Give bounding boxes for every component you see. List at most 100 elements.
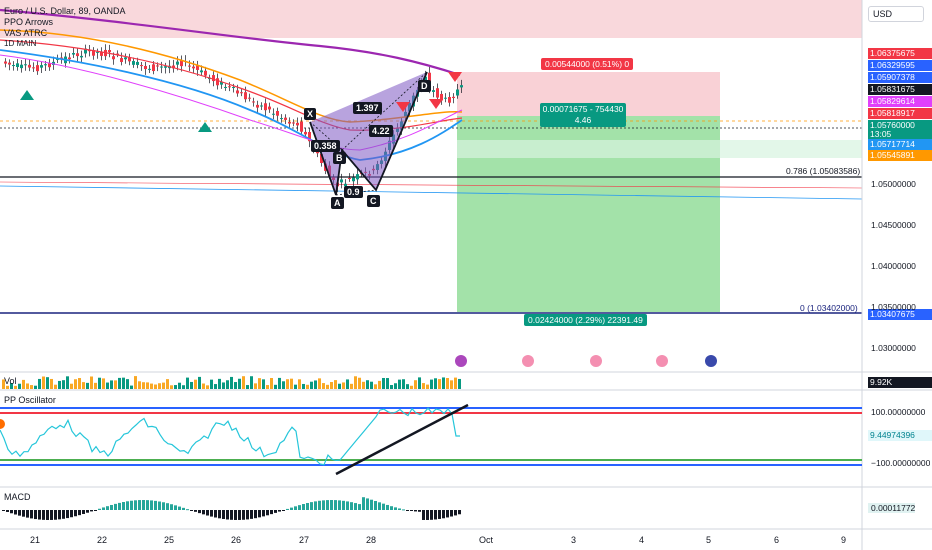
oscillator-panel-title[interactable]: PP Oscillator [4, 395, 56, 405]
volume-bar [202, 383, 205, 389]
currency-button[interactable]: USD [868, 6, 924, 22]
macd-bar [242, 510, 245, 520]
us-flag-event-icon[interactable] [590, 355, 602, 367]
take-profit-label: 0.02424000 (2.29%) 22391.49 [524, 314, 647, 326]
volume-value: 9.92K [868, 377, 932, 388]
macd-bar [294, 506, 297, 510]
volume-bar [386, 378, 389, 389]
price-axis-label: 1.05831675 [868, 84, 932, 95]
macd-bar [98, 508, 101, 510]
volume-bar [62, 380, 65, 389]
macd-bar [322, 500, 325, 510]
volume-bar [26, 383, 29, 389]
macd-bar [34, 510, 37, 520]
macd-bar [46, 510, 49, 520]
macd-bar [42, 510, 45, 520]
macd-bar [170, 504, 173, 510]
time-tick: 4 [639, 535, 645, 545]
entry-label: 0.00071675 - 754430 4.46 [540, 103, 626, 127]
volume-bar [366, 380, 369, 389]
volume-bar [394, 383, 397, 389]
macd-bar [230, 510, 233, 520]
macd-bar [422, 510, 425, 520]
candle-body [120, 58, 123, 62]
candle-body [156, 65, 159, 67]
candle-body [144, 65, 147, 70]
volume-bar [310, 381, 313, 389]
volume-bar [378, 380, 381, 389]
candle-body [340, 179, 343, 183]
candle-body [256, 104, 259, 108]
macd-bar [50, 510, 53, 520]
volume-bar [278, 377, 281, 389]
macd-panel-title[interactable]: MACD [4, 492, 31, 502]
volume-bar [194, 379, 197, 389]
price-axis-label: 1.05818917 [868, 108, 932, 119]
candle-body [296, 122, 299, 126]
time-tick: 28 [366, 535, 377, 545]
volume-bar [250, 376, 253, 389]
volume-bar [362, 381, 365, 389]
macd-bar [450, 510, 453, 517]
volume-bar [198, 376, 201, 389]
macd-bar [442, 510, 445, 519]
macd-bar [202, 510, 205, 515]
candle-body [252, 101, 255, 103]
indicator-1d-main[interactable]: 1D MAIN [4, 39, 37, 48]
volume-bar [258, 378, 261, 389]
buy-arrow-icon [20, 90, 34, 100]
macd-bar [38, 510, 41, 520]
macd-bar [74, 510, 77, 517]
macd-bar [30, 510, 33, 519]
volume-bar [322, 383, 325, 389]
candle-body [196, 65, 199, 70]
volume-bar [234, 382, 237, 389]
indicator-ppo-arrows[interactable]: PPO Arrows [4, 17, 54, 27]
macd-bar [306, 503, 309, 510]
macd-bar [290, 507, 293, 510]
pattern-point-d: D [418, 80, 431, 92]
us-flag-event-icon[interactable] [522, 355, 534, 367]
candle-body [72, 52, 75, 55]
trend-line-red[interactable] [0, 181, 863, 189]
buy-arrow-icon [198, 122, 212, 132]
oscillator-trendline[interactable] [335, 403, 469, 476]
macd-bar [130, 500, 133, 510]
ma-red-line [0, 39, 463, 131]
candle-body [128, 57, 131, 62]
macd-bar [330, 500, 333, 510]
volume-bar [302, 383, 305, 389]
volume-bar [150, 383, 153, 389]
macd-bar [366, 498, 369, 510]
eu-flag-event-icon[interactable] [705, 355, 717, 367]
candle-body [4, 61, 7, 64]
macd-bar [10, 510, 13, 514]
macd-bar [226, 510, 229, 520]
macd-bar [326, 500, 329, 510]
volume-panel-title[interactable]: Vol [4, 376, 17, 386]
macd-bar [154, 500, 157, 510]
candle-body [100, 51, 103, 56]
macd-bar [238, 510, 241, 520]
volume-bar [122, 377, 125, 389]
price-axis-label: 1.05829614 [868, 96, 932, 107]
macd-histogram [2, 497, 461, 520]
ratio-ac: 0.9 [344, 186, 363, 198]
candle-body [444, 97, 447, 99]
macd-bar [186, 509, 189, 511]
symbol-title[interactable]: Euro / U.S. Dollar, 89, OANDA [4, 6, 126, 16]
volume-bar [90, 376, 93, 389]
candle-body [448, 97, 451, 103]
us-flag-event-icon[interactable] [656, 355, 668, 367]
candle-body [300, 121, 303, 132]
volume-bar [254, 383, 257, 389]
candle-body [20, 64, 23, 69]
indicator-vas-atrc[interactable]: VAS ATRC [4, 28, 48, 38]
dividend-event-icon[interactable] [455, 355, 467, 367]
volume-bar [34, 385, 37, 389]
trend-line-blue[interactable] [0, 185, 863, 200]
candle-body [48, 63, 51, 68]
volume-bar [382, 377, 385, 389]
